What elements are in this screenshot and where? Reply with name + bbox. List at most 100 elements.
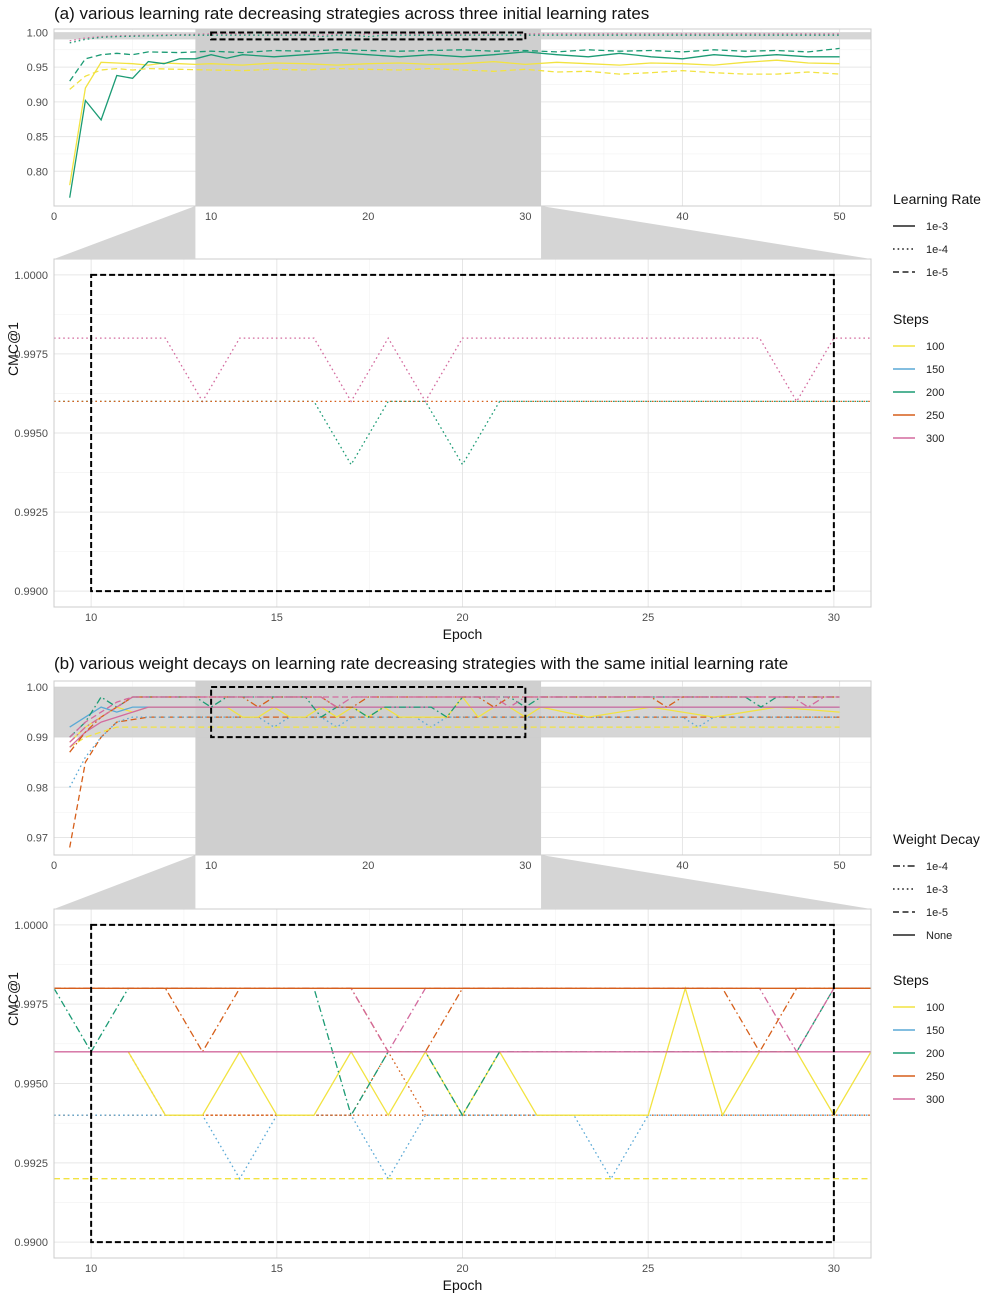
- x-tick-label: 40: [676, 211, 688, 223]
- legend-label: 250: [926, 1071, 944, 1083]
- x-tick-label: 30: [828, 612, 840, 624]
- x-tick-label: 15: [271, 612, 283, 624]
- panel-b-overview: 0 10 20 30 40 50 0.97 0.98 0.99 1.00: [27, 680, 872, 872]
- highlight-band: [54, 32, 871, 40]
- legend-label: 250: [926, 410, 944, 422]
- legend-label: 1e-5: [926, 907, 948, 919]
- x-tick-label: 20: [456, 612, 468, 624]
- x-tick-label: 20: [362, 211, 374, 223]
- y-tick-label: 0.80: [27, 166, 48, 178]
- legend-label: 150: [926, 1025, 944, 1037]
- legend-title: Learning Rate: [893, 191, 981, 207]
- x-tick-label: 10: [85, 612, 97, 624]
- y-tick-label: 0.99: [27, 732, 48, 744]
- legend-label: 200: [926, 387, 944, 399]
- zoom-box: [90, 273, 835, 593]
- series-line-steps-300-1e-4: [69, 696, 840, 743]
- x-tick-label: 20: [456, 1263, 468, 1275]
- y-tick-label: 0.9925: [14, 507, 48, 519]
- y-tick-label: 0.95: [27, 62, 48, 74]
- zoom-connector-right: [541, 206, 871, 259]
- series-line-steps-100-1e-5: [69, 67, 840, 90]
- legend-label: 300: [926, 433, 944, 445]
- legend-label: 100: [926, 341, 944, 353]
- series-group: [54, 336, 871, 466]
- y-tick-label: 0.9900: [14, 1237, 48, 1249]
- x-tick-label: 10: [85, 1263, 97, 1275]
- y-tick-label: 1.00: [27, 682, 48, 694]
- legend-label: 1e-4: [926, 861, 948, 873]
- x-tick-label: 30: [519, 860, 531, 872]
- legend-label: 1e-3: [926, 884, 948, 896]
- x-tick-label: 25: [642, 1263, 654, 1275]
- legend-title: Steps: [893, 311, 929, 327]
- y-tick-label: 0.9925: [14, 1158, 48, 1170]
- x-tick-label: 50: [833, 860, 845, 872]
- legend-label: 200: [926, 1048, 944, 1060]
- series-line-steps-200-1e-3: [69, 51, 840, 198]
- series-line-steps-150-1e-3: [54, 1114, 871, 1180]
- y-tick-label: 0.9975: [14, 999, 48, 1011]
- series-line-steps-250-1e-3: [127, 1050, 426, 1116]
- legend-steps-a: Steps 100 150 200 250 300: [893, 311, 944, 445]
- title-b: (b) various weight decays on learning ra…: [54, 654, 788, 673]
- y-tick-label: 1.0000: [14, 920, 48, 932]
- legend-label: None: [926, 930, 952, 942]
- x-tick-label: 30: [828, 1263, 840, 1275]
- y-tick-label: 0.90: [27, 97, 48, 109]
- x-tick-label: 20: [362, 860, 374, 872]
- zoom-connector-left: [54, 855, 196, 909]
- legends-layer: Learning Rate 1e-3 1e-4 1e-5 Steps 100 150 200 2…: [893, 191, 981, 1106]
- panel-border: [53, 908, 872, 1259]
- x-tick-label: 10: [205, 860, 217, 872]
- legend-title: Weight Decay: [893, 831, 980, 847]
- series-group: [69, 33, 840, 198]
- legend-title: Steps: [893, 972, 929, 988]
- y-tick-label: 0.97: [27, 832, 48, 844]
- series-line-steps-200-1e-5: [69, 47, 840, 82]
- highlight-band: [54, 687, 871, 738]
- legend-label: 150: [926, 364, 944, 376]
- y-tick-label: 0.9900: [14, 586, 48, 598]
- panel-border: [53, 28, 872, 207]
- x-tick-label: 15: [271, 1263, 283, 1275]
- y-tick-label: 1.00: [27, 27, 48, 39]
- series-line-steps-200-1e-4: [69, 34, 840, 44]
- x-tick-label: 0: [51, 211, 57, 223]
- zoom-connector-right: [541, 855, 871, 909]
- y-tick-label: 0.9950: [14, 428, 48, 440]
- zoom-box: [210, 686, 527, 739]
- legend-label: 1e-5: [926, 267, 948, 279]
- highlight-window: [195, 29, 542, 206]
- panel-border: [53, 258, 872, 608]
- panel-b-zoom: 10 15 20 25 30 0.9900 0.9925 0.9950 0.9975 1.0000…: [5, 908, 872, 1293]
- x-tick-label: 0: [51, 860, 57, 872]
- x-tick-label: 50: [833, 211, 845, 223]
- legend-steps-b: Steps 100 150 200 250 300: [893, 972, 944, 1106]
- series-line-steps-300-1e-5: [69, 696, 840, 738]
- x-tick-label: 30: [519, 211, 531, 223]
- y-tick-label: 0.9975: [14, 349, 48, 361]
- legend-label: 100: [926, 1002, 944, 1014]
- x-tick-label: 10: [205, 211, 217, 223]
- zoom-box: [90, 923, 835, 1244]
- y-tick-label: 0.9950: [14, 1079, 48, 1091]
- y-tick-label: 0.98: [27, 782, 48, 794]
- x-tick-label: 40: [676, 860, 688, 872]
- series-line-steps-300-1e-4: [69, 33, 840, 42]
- series-line-steps-300-1e-4: [54, 987, 871, 1054]
- legend-label: 1e-3: [926, 221, 948, 233]
- zoom-connector-left: [54, 206, 196, 259]
- series-group: [69, 695, 840, 848]
- series-line-steps-200-1e-4: [54, 400, 871, 466]
- x-tick-label: 25: [642, 612, 654, 624]
- legend-learning-rate: Learning Rate 1e-3 1e-4 1e-5: [893, 191, 981, 279]
- plots-layer: 0 10 20 30 40 50 0.80 0.85 0.90 0.95 1.00 10 15 20 25 3…: [5, 27, 872, 1293]
- x-axis-title: Epoch: [443, 1277, 483, 1293]
- y-axis-title: CMC@1: [5, 322, 21, 376]
- series-line-steps-100-1e-5: [69, 726, 840, 748]
- zoom-box: [210, 31, 527, 41]
- legend-label: 300: [926, 1094, 944, 1106]
- legend-weight-decay: Weight Decay 1e-4 1e-3 1e-5 None: [893, 831, 980, 942]
